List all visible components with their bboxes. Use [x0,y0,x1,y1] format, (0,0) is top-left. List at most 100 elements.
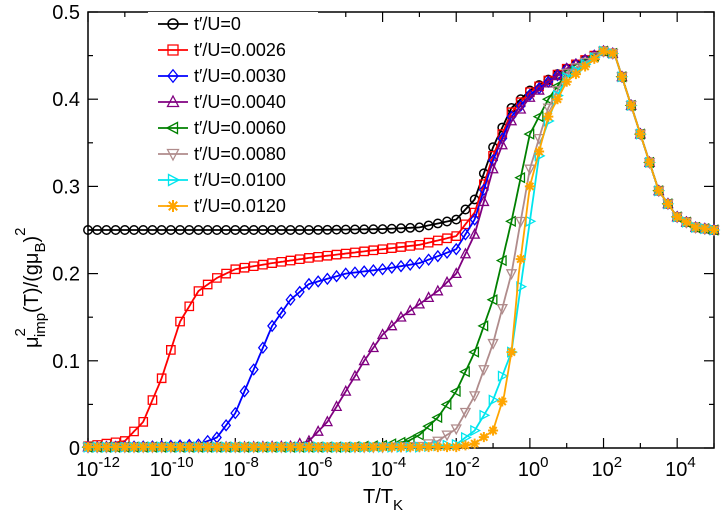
series-marker [672,211,683,222]
series-marker [322,250,333,261]
series-marker [110,442,121,453]
series-marker [303,277,314,291]
series-marker [294,254,305,265]
legend-swatch-marker [167,18,179,30]
series-marker [413,297,426,309]
x-tick-label: 10-2 [444,454,480,481]
series-marker [690,222,701,233]
series-marker [230,264,241,275]
series-marker [267,442,278,453]
series-marker [156,442,167,453]
x-tick-label: 10-4 [371,454,407,481]
series-marker [514,216,527,228]
series-marker [184,225,195,235]
y-tick-label: 0.4 [52,89,80,111]
series-marker [449,385,461,398]
series-marker [175,225,186,235]
series-marker [156,373,167,384]
series-marker [496,304,508,315]
series-marker [422,291,435,303]
series-marker [83,225,93,235]
series-marker [258,259,268,270]
series-marker [486,294,498,306]
series-marker [469,213,480,226]
series-marker [349,442,361,453]
y-label-close: ) [21,236,43,243]
series-marker [184,442,195,453]
series-marker [515,254,526,265]
x-tick-label: 100 [518,454,549,481]
series-marker [368,245,379,256]
x-tick-label: 10-8 [223,454,259,481]
series-marker [359,442,370,453]
series-marker [239,442,250,453]
series-marker [193,225,204,235]
series-marker [248,442,259,453]
x-tick-label: 104 [665,454,696,481]
series-marker [257,341,268,355]
series-marker [644,157,655,168]
series-marker [221,442,232,453]
series-marker [368,264,379,277]
series-marker [359,224,370,235]
series-marker [359,265,370,278]
series-marker [331,249,342,260]
series-marker [495,254,507,267]
series-marker [138,225,149,235]
series-marker [432,442,443,453]
series-marker [525,87,535,98]
series-marker [514,102,527,114]
series-marker [488,394,500,406]
series-marker [432,284,444,296]
series-marker [211,442,222,453]
series-marker [616,71,627,82]
series-marker [570,69,581,80]
series-marker [285,255,296,266]
series-marker [313,224,324,235]
series-marker [551,69,564,81]
series-marker [396,223,406,234]
series-marker [129,426,139,437]
y-label-sub: imp [32,313,49,337]
series-marker [598,46,609,57]
series-marker [460,440,471,451]
series-marker [294,442,305,453]
series-marker [359,246,370,257]
series-marker [285,225,296,235]
series-marker [524,181,535,192]
series-marker [478,195,490,207]
series-marker [561,76,572,87]
series-marker [110,225,121,235]
series-marker [506,347,517,358]
series-marker [322,442,333,453]
series-marker [414,442,425,453]
x-tick-label: 10-6 [297,454,333,481]
series-marker [497,396,508,407]
series-marker [119,225,130,235]
series-marker [193,442,204,453]
series-marker [468,227,481,239]
series-marker [542,76,554,88]
series-marker [431,411,443,424]
x-axis-label: T/TK [363,486,403,514]
series-marker [239,385,250,398]
series-marker [101,442,112,453]
series-marker [441,430,453,442]
series-marker [276,225,287,235]
x-tick-label: 10-12 [76,454,120,481]
plot-area [81,44,721,454]
series-marker [230,442,241,453]
series-marker [542,103,554,115]
legend-swatch-marker [165,121,179,135]
series-marker [405,442,416,453]
series-marker [524,88,535,102]
series-marker [312,424,324,436]
series-marker [395,310,407,322]
series-marker [147,225,158,235]
series-marker [478,183,489,197]
series-marker [505,114,518,126]
series-marker [303,442,314,453]
series-marker [377,244,388,255]
series-marker [377,442,388,453]
